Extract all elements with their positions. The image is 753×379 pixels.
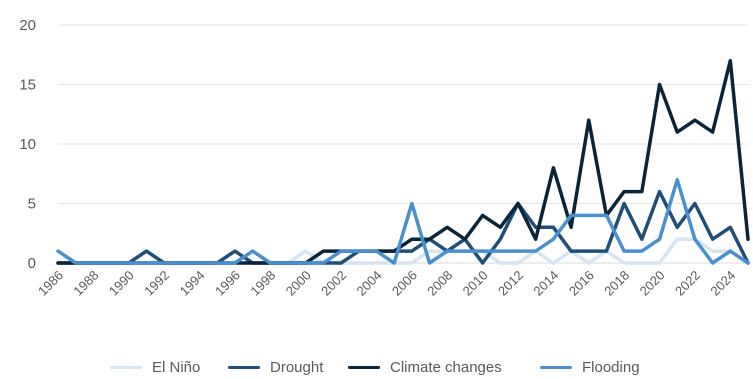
x-tick-label: 2020 <box>637 268 668 299</box>
y-tick-label: 10 <box>19 136 36 153</box>
legend-swatch <box>228 365 260 369</box>
series-line-flooding <box>56 177 750 265</box>
x-tick-label: 2022 <box>672 268 703 299</box>
legend-swatch <box>540 365 572 369</box>
chart-legend: El Niño Drought Climate changes Flooding <box>0 355 753 379</box>
legend-label: Drought <box>270 358 324 376</box>
x-tick-label: 1996 <box>212 268 243 299</box>
legend-item: Climate changes <box>348 355 502 379</box>
x-tick-label: 1990 <box>106 268 137 299</box>
x-tick-label: 2006 <box>389 268 420 299</box>
y-axis-ticks: 0 5 10 15 20 <box>19 17 36 272</box>
x-tick-label: 1994 <box>177 268 208 299</box>
x-tick-label: 2000 <box>283 268 314 299</box>
x-tick-label: 1998 <box>247 268 278 299</box>
x-tick-label: 2016 <box>566 268 597 299</box>
x-axis-ticks: 1986 1988 1990 1992 1994 1996 1998 2000 2002 2004… <box>35 268 738 299</box>
x-tick-label: 2024 <box>707 268 738 299</box>
legend-label: Flooding <box>582 358 640 376</box>
legend-swatch <box>110 365 142 369</box>
legend-label: Climate changes <box>390 358 502 376</box>
x-tick-label: 1986 <box>35 268 66 299</box>
y-tick-label: 20 <box>19 17 36 34</box>
gridlines <box>58 24 748 204</box>
y-tick-label: 0 <box>28 255 36 272</box>
x-tick-label: 1988 <box>70 268 101 299</box>
legend-label: El Niño <box>152 358 201 376</box>
series-lines <box>56 58 750 265</box>
x-tick-label: 1992 <box>141 268 172 299</box>
x-tick-label: 2002 <box>318 268 349 299</box>
legend-item: Drought <box>228 355 323 379</box>
y-tick-label: 5 <box>28 196 36 213</box>
x-tick-label: 2008 <box>424 268 455 299</box>
x-tick-label: 2014 <box>530 268 561 299</box>
x-tick-label: 2010 <box>460 268 491 299</box>
x-tick-label: 2012 <box>495 268 526 299</box>
legend-item: Flooding <box>540 355 640 379</box>
legend-item: El Niño <box>110 355 200 379</box>
legend-swatch <box>348 365 380 369</box>
x-tick-label: 2004 <box>354 268 385 299</box>
x-tick-label: 2018 <box>601 268 632 299</box>
y-tick-label: 15 <box>19 77 36 94</box>
